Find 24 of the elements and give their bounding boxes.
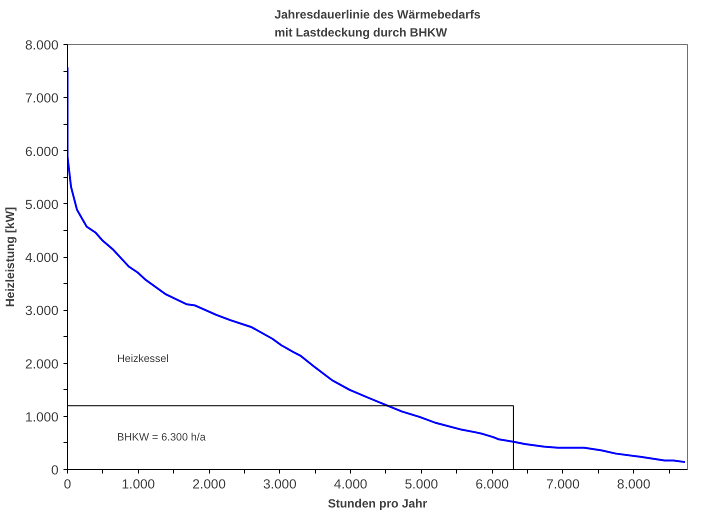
x-tick-label: 2.000 — [192, 476, 226, 492]
y-tick-label: 2.000 — [25, 356, 59, 372]
x-tick-label: 5.000 — [404, 476, 438, 492]
x-tick-label: 0 — [64, 476, 72, 492]
x-tick-label: 1.000 — [122, 476, 155, 492]
y-tick-label: 1.000 — [25, 409, 59, 424]
x-tick-label: 8.000 — [617, 476, 650, 492]
y-tick-label: 8.000 — [25, 38, 59, 52]
y-tick-label: 4.000 — [25, 250, 59, 265]
y-tick-label: 5.000 — [25, 196, 59, 212]
chart-title: Jahresdauerlinie des Wärmebedarfs mit Lastdeckung durch BHKW — [274, 7, 481, 40]
y-tick-label: 6.000 — [25, 144, 59, 159]
y-tick-label: 7.000 — [25, 90, 59, 106]
annotation: BHKW = 6.300 h/a — [117, 432, 206, 444]
y-tick-label: 3.000 — [25, 303, 59, 318]
x-tick-label: 4.000 — [334, 476, 368, 492]
x-tick-label: 7.000 — [546, 476, 580, 492]
line-series — [68, 66, 686, 464]
x-tick-label: 6.000 — [475, 476, 509, 492]
y-tick-label: 0 — [51, 462, 59, 478]
x-tick-label: 3.000 — [263, 476, 297, 492]
x-axis-title: Stunden pro Jahr — [328, 496, 428, 510]
annotation: Heizkessel — [117, 353, 169, 365]
y-axis-title: Heizleistung [kW] — [3, 206, 18, 307]
